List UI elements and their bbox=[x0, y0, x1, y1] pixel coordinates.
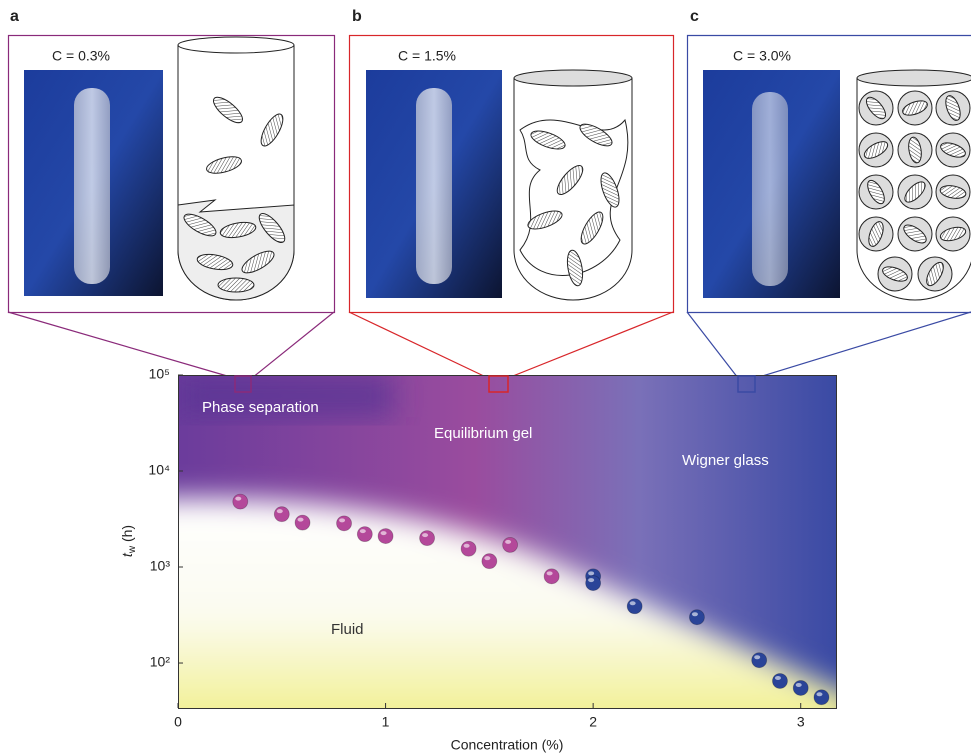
region-label: Wigner glass bbox=[682, 452, 769, 469]
x-tick-label: 0 bbox=[174, 714, 182, 730]
data-point bbox=[544, 569, 559, 584]
panel-caption: C = 3.0% bbox=[733, 48, 791, 64]
data-point bbox=[793, 680, 808, 695]
data-point bbox=[378, 529, 393, 544]
x-tick-label: 1 bbox=[382, 714, 390, 730]
panel-caption: C = 1.5% bbox=[398, 48, 456, 64]
point-highlight bbox=[339, 518, 345, 522]
data-point bbox=[295, 515, 310, 530]
point-highlight bbox=[630, 601, 636, 605]
data-point bbox=[586, 576, 601, 591]
region-label: Fluid bbox=[331, 621, 364, 638]
point-highlight bbox=[484, 556, 490, 560]
data-point bbox=[814, 690, 829, 705]
data-point bbox=[503, 537, 518, 552]
point-highlight bbox=[505, 540, 511, 544]
point-highlight bbox=[692, 612, 698, 616]
point-highlight bbox=[588, 578, 594, 582]
data-point bbox=[420, 531, 435, 546]
y-tick-label: 10² bbox=[150, 654, 171, 670]
point-highlight bbox=[360, 529, 366, 533]
schematics bbox=[178, 37, 971, 300]
point-highlight bbox=[796, 683, 802, 687]
data-point bbox=[482, 554, 497, 569]
point-highlight bbox=[422, 533, 428, 537]
page: a C = 0.3% b C = 1.5% c C = 3.0% Phase s… bbox=[0, 0, 971, 756]
x-tick-label: 3 bbox=[797, 714, 805, 730]
data-point bbox=[233, 494, 248, 509]
data-point bbox=[627, 599, 642, 614]
point-highlight bbox=[754, 655, 760, 659]
point-highlight bbox=[235, 497, 241, 501]
figure: a C = 0.3% b C = 1.5% c C = 3.0% Phase s… bbox=[0, 0, 971, 756]
data-point bbox=[772, 673, 787, 688]
data-point bbox=[274, 507, 289, 522]
x-axis-label: Concentration (%) bbox=[451, 737, 564, 753]
data-point bbox=[752, 653, 767, 668]
panel-caption: C = 0.3% bbox=[52, 48, 110, 64]
panel-letter: a bbox=[10, 8, 19, 25]
point-highlight bbox=[775, 676, 781, 680]
point-highlight bbox=[381, 531, 387, 535]
point-highlight bbox=[547, 571, 553, 575]
data-point bbox=[337, 516, 352, 531]
panel-letter: c bbox=[690, 8, 699, 25]
y-axis-label: tw (h) bbox=[119, 525, 138, 557]
y-tick-label: 10⁴ bbox=[148, 462, 170, 478]
region-label: Phase separation bbox=[202, 399, 319, 416]
data-point bbox=[689, 610, 704, 625]
point-highlight bbox=[588, 571, 594, 575]
point-highlight bbox=[298, 518, 304, 522]
data-point bbox=[461, 541, 476, 556]
x-tick-label: 2 bbox=[589, 714, 597, 730]
panel-letter: b bbox=[352, 8, 362, 25]
point-highlight bbox=[816, 692, 822, 696]
point-highlight bbox=[464, 544, 470, 548]
point-highlight bbox=[277, 509, 283, 513]
y-axis-label-part: (h) bbox=[119, 525, 135, 546]
y-tick-label: 10⁵ bbox=[149, 366, 170, 382]
y-tick-label: 10³ bbox=[150, 558, 171, 574]
data-point bbox=[357, 527, 372, 542]
region-label: Equilibrium gel bbox=[434, 425, 532, 442]
tube-photos bbox=[24, 70, 840, 298]
